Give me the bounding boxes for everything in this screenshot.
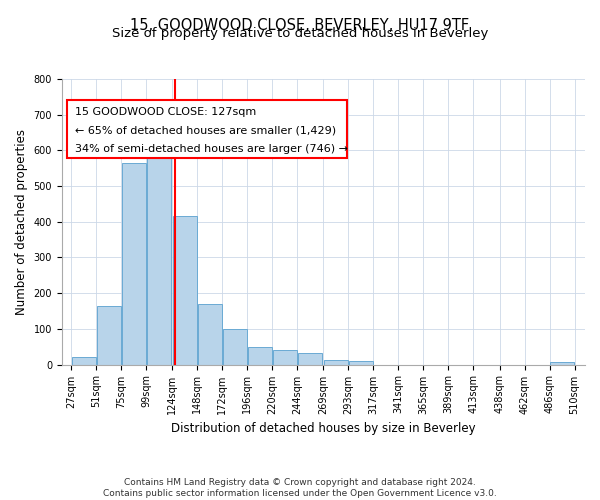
Bar — [146, 144, 171, 364]
Bar — [173, 216, 197, 364]
X-axis label: Distribution of detached houses by size in Beverley: Distribution of detached houses by size … — [171, 422, 476, 435]
Bar — [223, 329, 247, 364]
Bar — [550, 362, 574, 364]
Bar — [298, 353, 322, 364]
Text: 15 GOODWOOD CLOSE: 127sqm: 15 GOODWOOD CLOSE: 127sqm — [75, 106, 256, 117]
Y-axis label: Number of detached properties: Number of detached properties — [15, 129, 28, 315]
FancyBboxPatch shape — [67, 100, 347, 158]
Text: Size of property relative to detached houses in Beverley: Size of property relative to detached ho… — [112, 28, 488, 40]
Bar — [248, 346, 272, 364]
Bar — [197, 304, 222, 364]
Text: 15, GOODWOOD CLOSE, BEVERLEY, HU17 9TF: 15, GOODWOOD CLOSE, BEVERLEY, HU17 9TF — [130, 18, 470, 32]
Text: 34% of semi-detached houses are larger (746) →: 34% of semi-detached houses are larger (… — [75, 144, 348, 154]
Bar — [273, 350, 297, 364]
Bar — [71, 358, 96, 364]
Bar — [122, 163, 146, 364]
Bar — [349, 361, 373, 364]
Text: ← 65% of detached houses are smaller (1,429): ← 65% of detached houses are smaller (1,… — [75, 126, 336, 136]
Bar — [324, 360, 348, 364]
Bar — [97, 306, 121, 364]
Text: Contains HM Land Registry data © Crown copyright and database right 2024.
Contai: Contains HM Land Registry data © Crown c… — [103, 478, 497, 498]
